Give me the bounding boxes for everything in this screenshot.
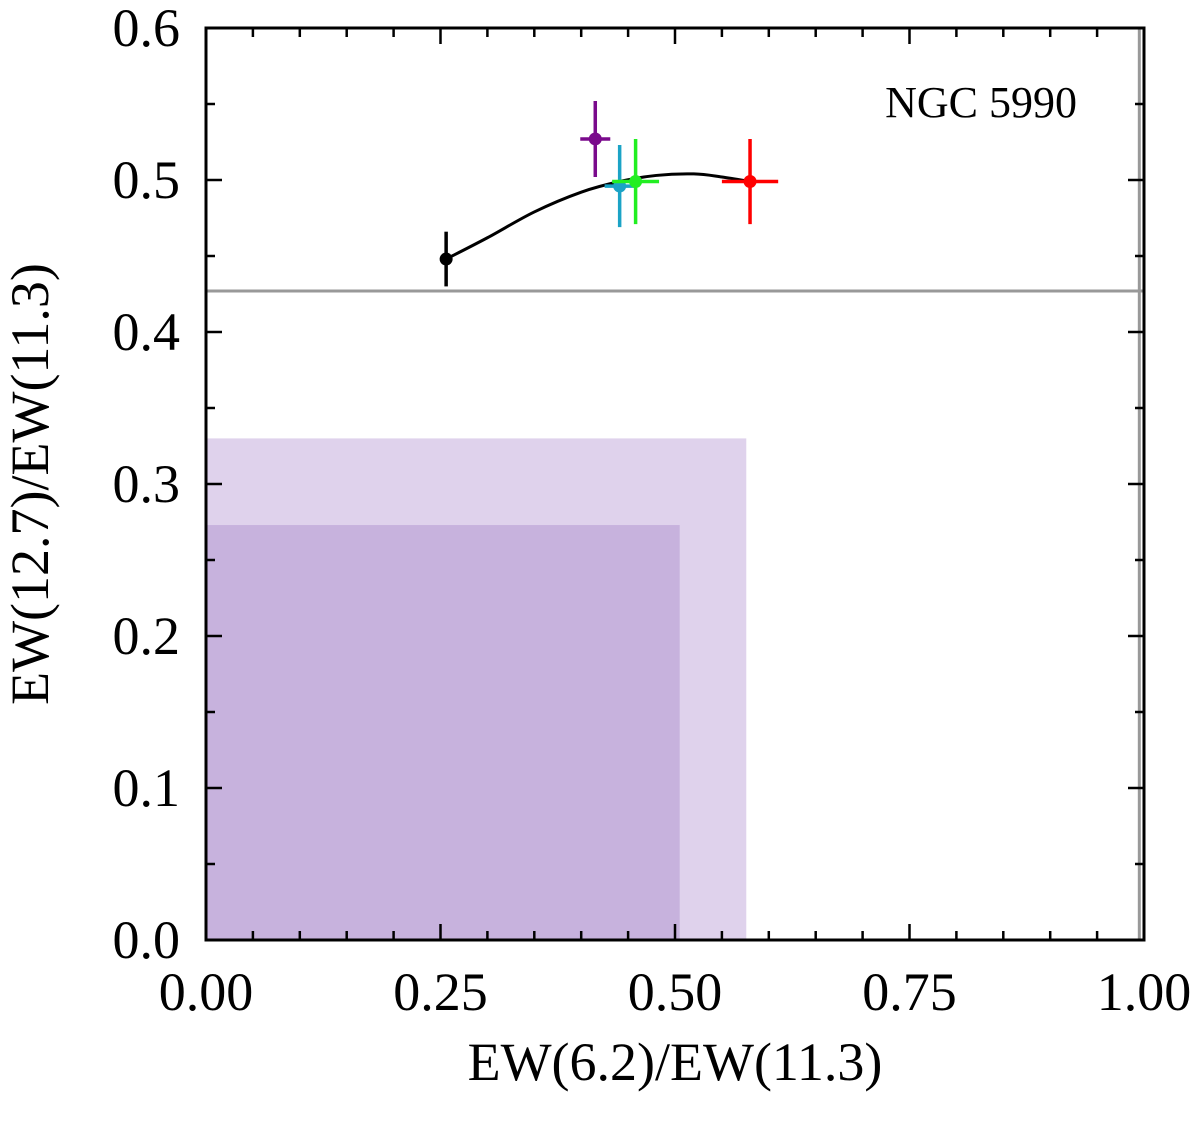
shaded-region-1 xyxy=(206,525,680,940)
y-tick-label: 0.1 xyxy=(113,758,181,818)
annotation-label: NGC 5990 xyxy=(885,78,1077,127)
data-point-3 xyxy=(612,138,660,225)
tick-labels: 0.00 0.25 0.50 0.75 1.00 0.0 0.1 0.2 0.3 0.4 0.5 0.… xyxy=(113,0,1192,1022)
point-marker xyxy=(588,132,602,146)
point-marker xyxy=(743,175,757,189)
x-tick-label: 0.50 xyxy=(628,962,723,1022)
data-point-0 xyxy=(439,231,453,287)
model-curve-layer xyxy=(445,172,751,261)
x-tick-label: 0.00 xyxy=(159,962,254,1022)
y-tick-label: 0.4 xyxy=(113,302,181,362)
y-tick-label: 0.0 xyxy=(113,910,181,970)
data-points xyxy=(439,100,779,287)
y-tick-label: 0.3 xyxy=(113,454,181,514)
point-marker xyxy=(629,175,643,189)
y-tick-label: 0.2 xyxy=(113,606,181,666)
x-tick-label: 0.75 xyxy=(862,962,957,1022)
point-marker xyxy=(439,252,453,266)
data-point-4 xyxy=(721,138,779,225)
y-axis-title: EW(12.7)/EW(11.3) xyxy=(0,263,60,705)
data-point-2 xyxy=(604,145,635,228)
shaded-regions xyxy=(206,438,747,940)
x-tick-label: 1.00 xyxy=(1097,962,1192,1022)
y-tick-label: 0.5 xyxy=(113,150,181,210)
axis-ticks xyxy=(204,26,1146,942)
model-curve xyxy=(445,172,751,261)
y-tick-label: 0.6 xyxy=(113,0,181,58)
data-point-1 xyxy=(580,100,611,177)
x-axis-title: EW(6.2)/EW(11.3) xyxy=(468,1032,883,1092)
x-tick-label: 0.25 xyxy=(393,962,488,1022)
